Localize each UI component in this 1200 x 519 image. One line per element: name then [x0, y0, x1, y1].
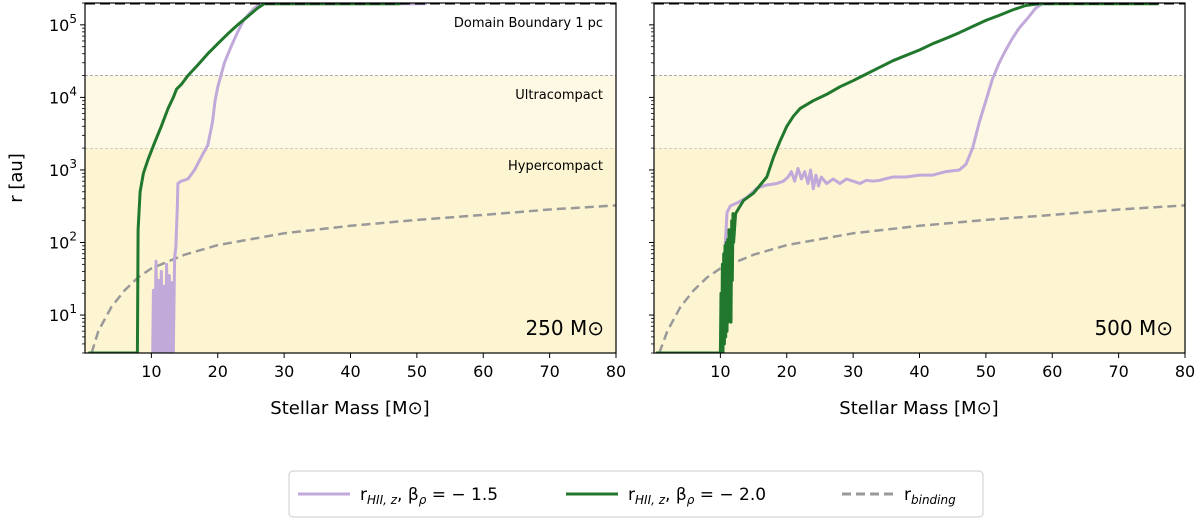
panel-mass-label: 500 M⊙	[1094, 316, 1173, 340]
region-hypercompact	[654, 148, 1185, 353]
y-axis-label: r [au]	[6, 153, 27, 203]
x-tick-label: 20	[777, 362, 797, 381]
region-ultracompact	[654, 75, 1185, 149]
panel-500: 10 20 30 40 50 60 70 80 500 M⊙ Stellar Mass [M⊙…	[649, 2, 1195, 419]
x-tick-label: 10	[710, 362, 730, 381]
x-tick-label: 60	[1042, 362, 1062, 381]
series-line-rbinding	[658, 204, 1185, 353]
region-ultracompact	[85, 75, 616, 149]
y-tick-label: 102	[49, 230, 77, 253]
y-tick-label: 105	[49, 12, 77, 35]
x-tick-label: 80	[606, 362, 626, 381]
legend-entry-binding: rbinding	[904, 485, 956, 507]
series-line-rhii-z-2-0	[88, 3, 401, 353]
x-tick-label: 30	[274, 362, 294, 381]
series-line-rhii-z-2-0	[656, 3, 1159, 353]
x-tick-label: 60	[473, 362, 493, 381]
hypercompact-label: Hypercompact	[508, 159, 603, 174]
ultracompact-label: Ultracompact	[515, 88, 603, 103]
x-tick-label: 40	[340, 362, 360, 381]
legend-entry-beta-2.0: rHII, z, βρ = − 2.0	[628, 485, 766, 507]
boundary-label: Domain Boundary 1 pc	[454, 16, 603, 31]
plot-frame	[653, 2, 1186, 354]
x-tick-label: 50	[407, 362, 427, 381]
legend-frame	[288, 470, 984, 518]
panel-250: 101 102 103 104 105 10 20 30 40 50 60 70 80 Domain …	[6, 2, 626, 419]
x-tick-label: 70	[1108, 362, 1128, 381]
x-tick-label: 10	[141, 362, 161, 381]
x-tick-label: 40	[909, 362, 929, 381]
x-tick-label: 80	[1175, 362, 1195, 381]
x-axis-label: Stellar Mass [M⊙]	[270, 398, 429, 419]
x-tick-label: 20	[208, 362, 228, 381]
x-tick-label: 70	[539, 362, 559, 381]
legend-entry-beta-1.5: rHII, z, βρ = − 1.5	[360, 485, 498, 507]
y-tick-label: 104	[49, 84, 77, 107]
x-tick-label: 50	[976, 362, 996, 381]
x-tick-label: 30	[843, 362, 863, 381]
series-line-rhii-z-1-5	[720, 3, 1053, 353]
y-tick-label: 103	[49, 157, 77, 180]
legend: rHII, z, βρ = − 1.5 rHII, z, βρ = − 2.0 …	[288, 470, 984, 518]
y-tick-label: 101	[49, 302, 77, 325]
plot-frame	[84, 2, 617, 354]
panel-mass-label: 250 M⊙	[525, 316, 604, 340]
x-axis-label: Stellar Mass [M⊙]	[839, 398, 998, 419]
series-line-rhii-z-1-5	[151, 3, 427, 353]
series-line-rbinding	[90, 204, 616, 353]
